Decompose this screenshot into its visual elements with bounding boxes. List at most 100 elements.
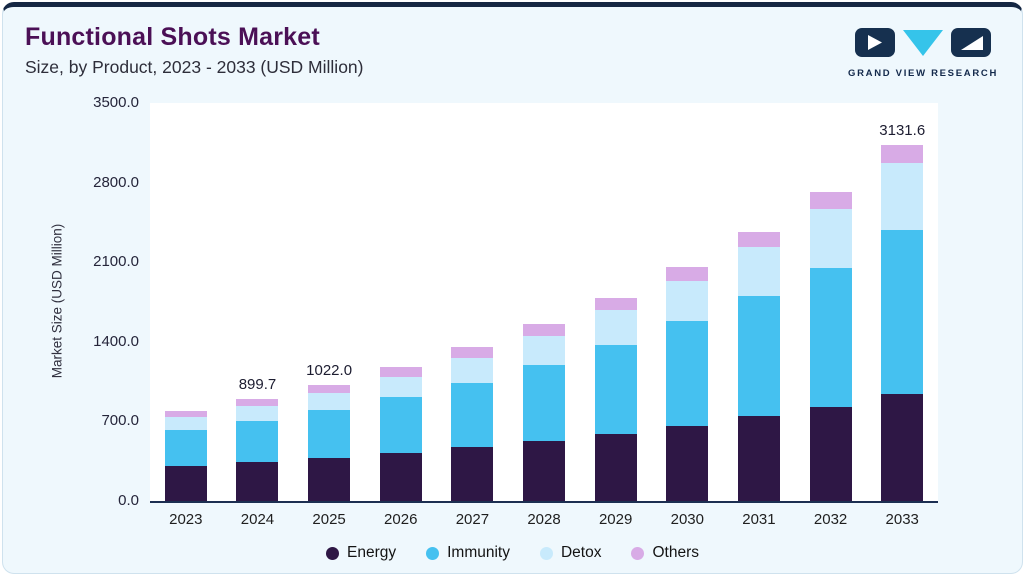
bar-segment-immunity[interactable] <box>881 230 924 395</box>
y-tick-label: 0.0 <box>118 492 139 509</box>
bar-segment-energy[interactable] <box>666 426 709 501</box>
bar-segment-detox[interactable] <box>308 392 351 411</box>
legend-item-energy: Energy <box>325 544 397 562</box>
bar-segment-detox[interactable] <box>737 247 780 296</box>
bar-2032[interactable] <box>809 191 852 501</box>
bar-segment-others[interactable] <box>666 267 709 282</box>
bar-segment-others[interactable] <box>881 144 924 163</box>
x-tick-label: 2031 <box>742 511 776 528</box>
bar-segment-energy[interactable] <box>236 462 279 501</box>
y-tick-label: 2800.0 <box>93 173 139 191</box>
grand-view-research-logo: GRAND VIEW RESEARCH <box>848 27 998 79</box>
bar-column <box>508 103 580 501</box>
bar-2024[interactable] <box>236 398 279 501</box>
legend-label: Energy <box>346 544 397 561</box>
bar-segment-immunity[interactable] <box>809 268 852 408</box>
x-tick-label: 2026 <box>384 511 418 528</box>
bar-segment-immunity[interactable] <box>523 365 566 441</box>
bar-segment-others[interactable] <box>737 232 780 248</box>
bar-column <box>651 103 723 501</box>
bar-segment-others[interactable] <box>451 347 494 359</box>
bar-segment-others[interactable] <box>379 367 422 377</box>
bar-segment-immunity[interactable] <box>451 382 494 448</box>
x-tick-label: 2023 <box>169 511 203 528</box>
logo-icon <box>855 28 991 57</box>
x-tick-label: 2033 <box>885 511 919 528</box>
page-title: Functional Shots Market <box>25 23 320 51</box>
bar-column <box>795 103 867 501</box>
x-tick-label: 2032 <box>813 511 848 528</box>
bar-segment-immunity[interactable] <box>164 429 207 466</box>
legend-label: Detox <box>560 544 602 561</box>
bar-segment-energy[interactable] <box>523 440 566 501</box>
bar-segment-immunity[interactable] <box>308 410 351 459</box>
bar-segment-energy[interactable] <box>594 433 637 501</box>
legend-item-others: Others <box>631 544 699 562</box>
bar-segment-immunity[interactable] <box>379 397 422 453</box>
plot-area: 899.7 1022.0 3131.6 <box>150 103 938 503</box>
bar-segment-detox[interactable] <box>523 335 566 366</box>
bar-2026[interactable] <box>379 367 422 501</box>
bar-2025[interactable] <box>308 384 351 501</box>
bar-column: 1022.0 <box>293 103 365 501</box>
bar-segment-others[interactable] <box>308 384 351 393</box>
x-tick-label: 2024 <box>240 511 275 528</box>
bar-segment-immunity[interactable] <box>666 321 709 427</box>
bar-segment-energy[interactable] <box>164 465 207 501</box>
bar-value-label: 3131.6 <box>879 121 926 139</box>
bar-segment-others[interactable] <box>809 191 852 210</box>
bar-2030[interactable] <box>666 267 709 501</box>
bar-segment-detox[interactable] <box>881 162 924 231</box>
bar-segment-immunity[interactable] <box>236 420 279 463</box>
bar-segment-others[interactable] <box>236 398 279 406</box>
bar-segment-others[interactable] <box>523 324 566 336</box>
legend-label: Immunity <box>447 544 510 561</box>
bar-segment-energy[interactable] <box>379 452 422 501</box>
bar-2028[interactable] <box>523 324 566 501</box>
x-tick-label: 2028 <box>527 511 561 528</box>
bar-2029[interactable] <box>594 297 637 501</box>
legend-item-immunity: Immunity <box>426 544 510 562</box>
x-tick-label: 2030 <box>670 511 704 528</box>
y-tick-label: 2100.0 <box>93 253 139 271</box>
legend: Energy Immunity Detox Others <box>3 544 1022 562</box>
bar-segment-detox[interactable] <box>236 405 279 421</box>
bar-segment-detox[interactable] <box>666 281 709 322</box>
bar-2033[interactable] <box>881 144 924 501</box>
chart-header: Functional Shots Market Size, by Product… <box>25 23 363 78</box>
bar-2027[interactable] <box>451 347 494 501</box>
legend-label: Others <box>652 544 699 561</box>
bar-segment-energy[interactable] <box>308 458 351 501</box>
bar-segment-detox[interactable] <box>164 417 207 430</box>
bar-segment-detox[interactable] <box>594 309 637 345</box>
legend-dot <box>539 546 553 560</box>
x-axis-labels: 2023 2024 2025 2026 2027 2028 2029 2030 2031 2032… <box>150 511 938 528</box>
bar-column <box>580 103 652 501</box>
bar-column <box>150 103 222 501</box>
bar-column <box>723 103 795 501</box>
bar-column: 899.7 <box>222 103 294 501</box>
logo-text: GRAND VIEW RESEARCH <box>848 68 999 79</box>
bar-segment-detox[interactable] <box>379 376 422 398</box>
bar-segment-energy[interactable] <box>737 416 780 501</box>
bar-segment-energy[interactable] <box>881 394 924 501</box>
y-tick-label: 3500.0 <box>93 94 139 111</box>
bar-segment-others[interactable] <box>594 297 637 310</box>
bar-segment-detox[interactable] <box>451 358 494 383</box>
bar-segment-energy[interactable] <box>451 447 494 501</box>
legend-item-detox: Detox <box>539 544 602 562</box>
bar-segment-detox[interactable] <box>809 209 852 269</box>
y-tick-label: 1400.0 <box>93 332 139 350</box>
bar-column: 3131.6 <box>866 103 938 501</box>
bar-segment-immunity[interactable] <box>594 344 637 434</box>
bar-2031[interactable] <box>737 232 780 501</box>
y-axis-ticks: 0.0 700.0 1400.0 2100.0 2800.0 3500.0 <box>59 94 139 509</box>
bar-segment-others[interactable] <box>164 410 207 418</box>
bar-segment-energy[interactable] <box>809 407 852 501</box>
x-tick-label: 2025 <box>312 511 346 528</box>
bar-segment-immunity[interactable] <box>737 295 780 417</box>
chart-subtitle: Size, by Product, 2023 - 2033 (USD Milli… <box>25 57 364 77</box>
bar-2023[interactable] <box>164 410 207 501</box>
